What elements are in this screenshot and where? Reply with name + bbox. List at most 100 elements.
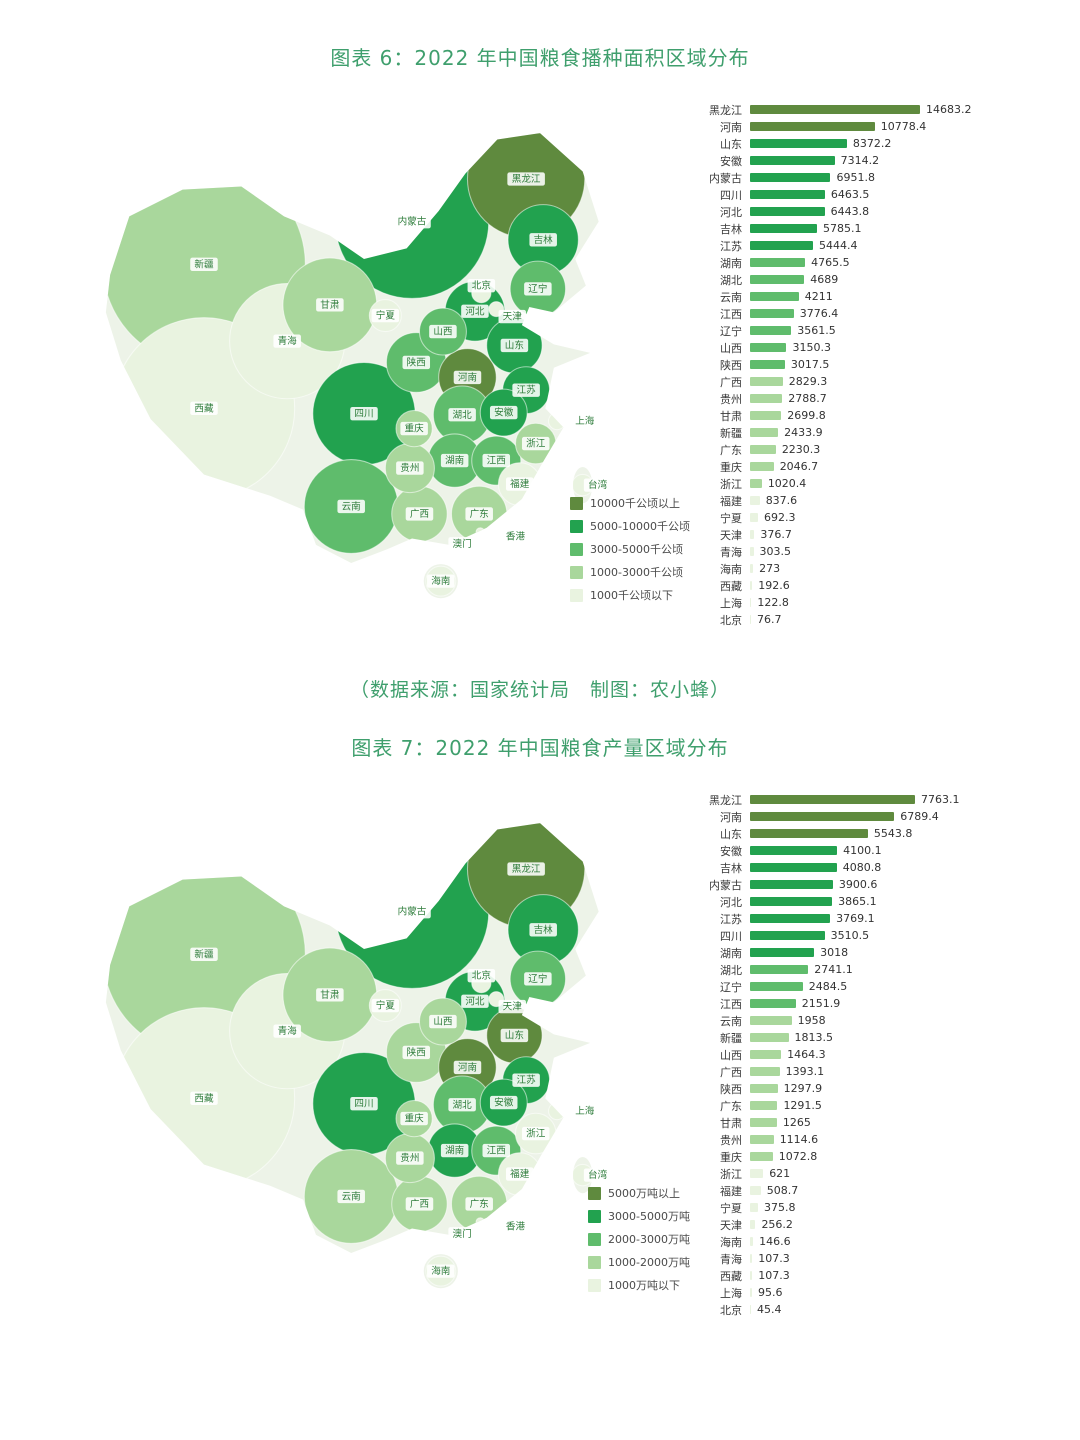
province-label: 吉林 (529, 923, 557, 937)
bar-label: 四川 (720, 188, 742, 202)
svg-text:湖南: 湖南 (445, 455, 465, 467)
bar-value: 45.4 (757, 1303, 782, 1316)
bar (750, 1169, 764, 1178)
bar-value: 1393.1 (785, 1065, 825, 1078)
legend-swatch (570, 542, 584, 556)
bar (750, 309, 794, 318)
bar-value: 3769.1 (836, 912, 875, 925)
bar-label: 黑龙江 (709, 793, 742, 807)
bar-row: 青海 303.5 (684, 543, 1074, 560)
bar-label: 湖北 (720, 273, 742, 287)
bar-row: 湖南 4765.5 (684, 254, 1074, 271)
bar (750, 343, 787, 352)
province-label: 广东 (465, 507, 493, 521)
bar-row: 重庆 1072.8 (684, 1148, 1074, 1165)
legend-label: 3000-5000千公顷 (590, 543, 683, 556)
bar (750, 1135, 774, 1144)
svg-text:北京: 北京 (472, 970, 491, 982)
province-region (490, 1213, 503, 1225)
svg-text:天津: 天津 (503, 1002, 523, 1013)
bar-label: 海南 (720, 562, 742, 576)
svg-text:海南: 海南 (431, 575, 451, 587)
province-label: 河北 (461, 304, 489, 318)
bar (750, 1254, 753, 1263)
bar-label: 贵州 (720, 1133, 742, 1147)
bar-value: 3865.1 (838, 895, 877, 908)
bar-row: 河北 3865.1 (684, 893, 1074, 910)
bar-value: 6951.8 (836, 171, 875, 184)
legend-item: 10000千公顷以上 (570, 495, 690, 511)
bar-label: 山东 (720, 137, 742, 151)
bar-label: 广东 (720, 443, 742, 457)
bar-label: 福建 (720, 1184, 742, 1198)
svg-text:山东: 山东 (505, 1029, 525, 1041)
figure-6: 图表 6：2022 年中国粮食播种面积区域分布 黑龙江 河南 山东 安徽 内蒙古 四川 河北… (0, 42, 1080, 629)
bar-value: 3561.5 (797, 324, 836, 337)
svg-text:黑龙江: 黑龙江 (512, 863, 541, 875)
province-label: 甘肃 (316, 298, 344, 312)
svg-text:甘肃: 甘肃 (320, 989, 340, 1001)
bar-row: 内蒙古 6951.8 (684, 169, 1074, 186)
province-label: 河南 (453, 370, 482, 385)
bar-value: 5785.1 (822, 222, 862, 235)
province-label: 天津 (498, 309, 527, 324)
bar (750, 190, 825, 199)
bar-label: 宁夏 (720, 511, 742, 525)
bar-value: 2484.5 (808, 980, 848, 993)
province-label: 河南 (453, 1060, 482, 1075)
bar (750, 1118, 777, 1127)
bar (750, 863, 837, 872)
bar-row: 河南 6789.4 (684, 808, 1074, 825)
legend-label: 10000千公顷以上 (590, 497, 681, 510)
bar-value: 3510.5 (830, 929, 870, 942)
bar-row: 上海 122.8 (684, 594, 1074, 611)
bar-label: 西藏 (720, 579, 742, 593)
bar-row: 吉林 5785.1 (684, 220, 1074, 237)
bar (750, 547, 754, 556)
bar (750, 931, 825, 940)
svg-text:新疆: 新疆 (194, 948, 214, 960)
bar (750, 445, 776, 454)
svg-text:福建: 福建 (510, 1168, 530, 1180)
province-label: 甘肃 (316, 988, 344, 1002)
bar (750, 598, 752, 607)
bar-row: 贵州 1114.6 (684, 1131, 1074, 1148)
bar (750, 897, 833, 906)
bar-row: 湖北 4689 (684, 271, 1074, 288)
figure7-map-legend: 5000万吨以上 3000-5000万吨 2000-3000万吨 1000-2000万… (588, 1185, 690, 1293)
bar (750, 965, 809, 974)
bar-row: 江苏 5444.4 (684, 237, 1074, 254)
bar-row: 西藏 107.3 (684, 1267, 1074, 1284)
province-label: 四川 (350, 407, 378, 421)
bar-label: 陕西 (720, 358, 742, 372)
bar (750, 1288, 753, 1297)
bar-row: 江西 3776.4 (684, 305, 1074, 322)
svg-text:湖北: 湖北 (453, 1100, 473, 1111)
bar (750, 1101, 778, 1110)
bar-row: 河北 6443.8 (684, 203, 1074, 220)
svg-text:新疆: 新疆 (194, 258, 214, 270)
bar-row: 新疆 2433.9 (684, 424, 1074, 441)
bar (750, 156, 835, 165)
bar-value: 6463.5 (830, 188, 870, 201)
province-label: 广东 (465, 1197, 493, 1211)
bar (750, 258, 806, 267)
province-label: 江西 (482, 1143, 511, 1158)
bar-value: 4100.1 (843, 844, 882, 857)
svg-text:辽宁: 辽宁 (528, 973, 547, 985)
bar (750, 207, 825, 216)
bar (750, 479, 762, 488)
bar-value: 376.7 (760, 528, 792, 541)
svg-text:黑龙江: 黑龙江 (512, 173, 541, 185)
bar-row: 重庆 2046.7 (684, 458, 1074, 475)
bar-label: 贵州 (720, 392, 742, 406)
figure-7: 图表 7：2022 年中国粮食产量区域分布 黑龙江 河南 山东 安徽 吉林 内蒙古 河北 江苏… (0, 732, 1080, 1319)
province-label: 江苏 (512, 383, 540, 397)
bar-row: 海南 273 (684, 560, 1074, 577)
figure7-bar-chart: 黑龙江 7763.1 河南 6789.4 山东 5543.8 安徽 4100.1 吉林 4080.… (684, 791, 1074, 1318)
legend-label: 1000-2000万吨 (608, 1256, 690, 1269)
legend-item: 3000-5000万吨 (588, 1208, 690, 1224)
bar-value: 2433.9 (784, 426, 823, 439)
legend-item: 1000-3000千公顷 (570, 564, 690, 580)
province-label: 海南 (427, 574, 455, 588)
